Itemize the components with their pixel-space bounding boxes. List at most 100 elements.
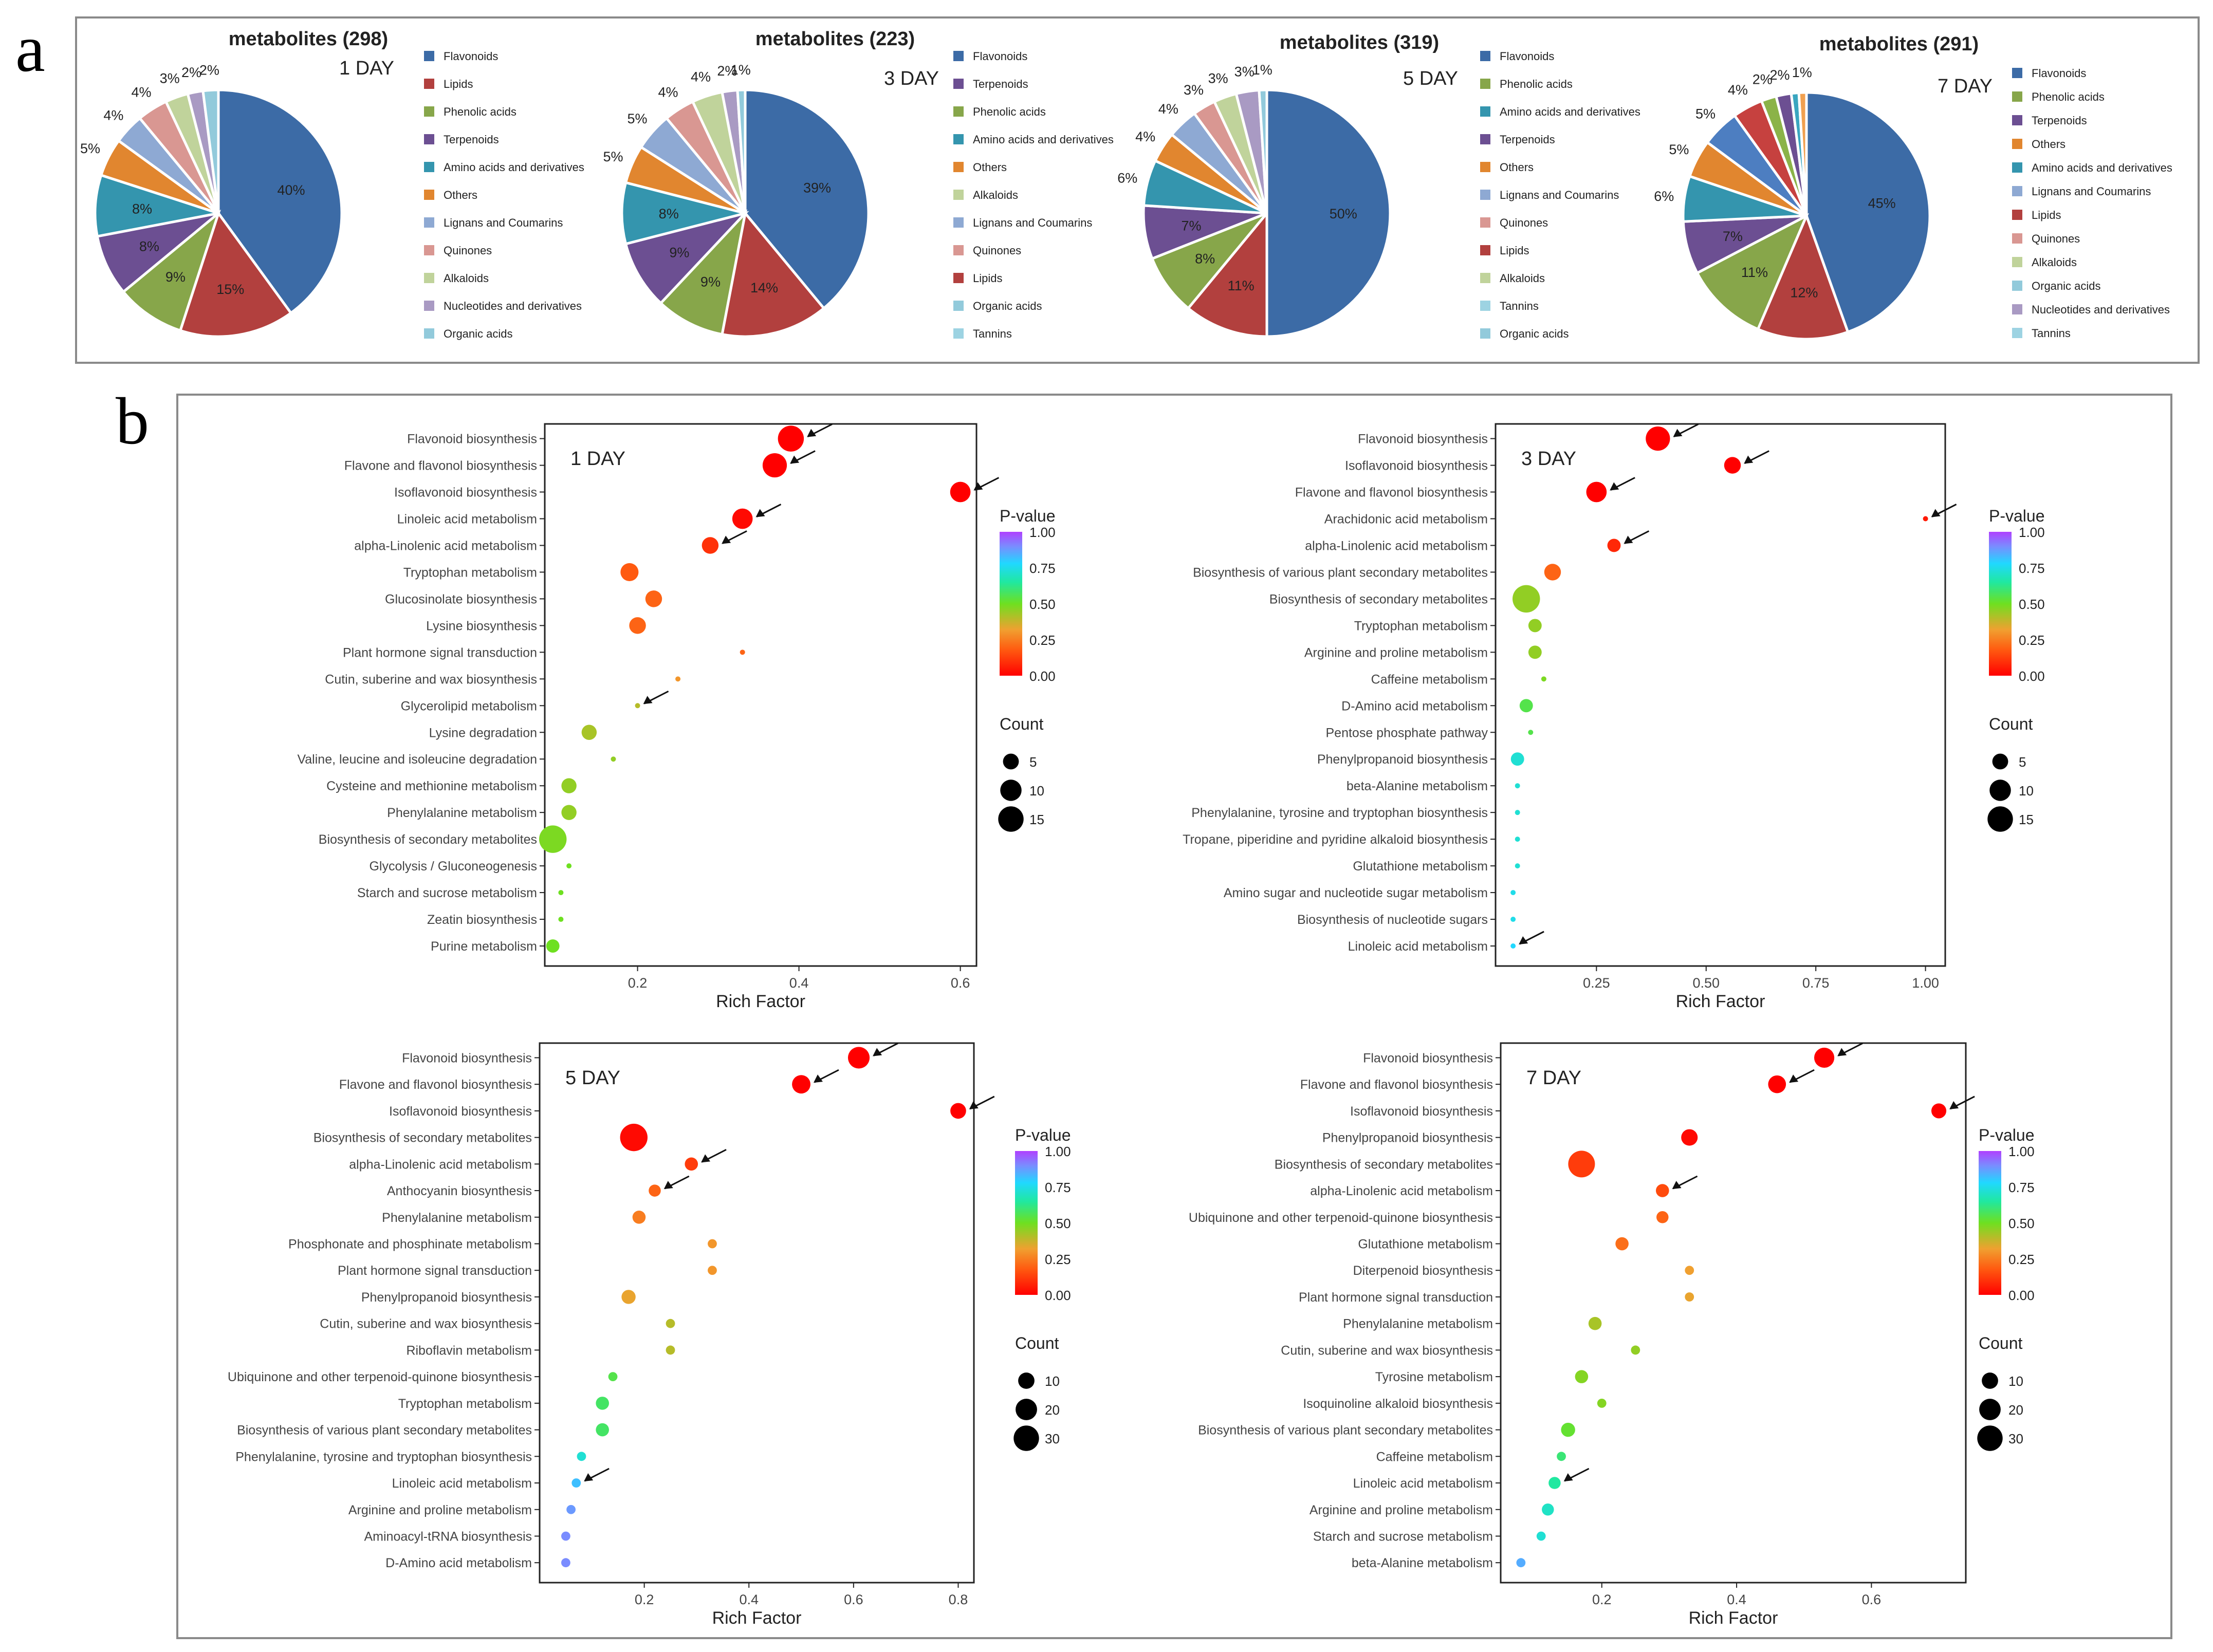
bubble-point <box>1923 516 1928 522</box>
bubble-point <box>1519 699 1533 713</box>
x-tick-label: 0.2 <box>1592 1592 1612 1607</box>
count-legend-title: Count <box>1979 1334 2023 1352</box>
y-tick-label: Cutin, suberine and wax biosynthesis <box>320 1317 532 1331</box>
pvalue-tick-label: 0.00 <box>2008 1288 2035 1303</box>
y-tick-label: Cutin, suberine and wax biosynthesis <box>1281 1343 1493 1358</box>
y-tick-label: Biosynthesis of various plant secondary … <box>1193 565 1488 580</box>
bubble-point <box>1685 1266 1694 1275</box>
legend-label: Others <box>1500 161 1534 174</box>
panel-b-frame <box>176 394 2172 1639</box>
bubble-point <box>608 1372 618 1382</box>
bubble-point <box>1515 863 1520 869</box>
pie-title: metabolites (319) <box>1280 32 1439 53</box>
pie-slice-label: 50% <box>1330 206 1357 221</box>
bubble-point <box>708 1239 717 1249</box>
bubble-point <box>571 1478 581 1488</box>
y-tick-label: beta-Alanine metabolism <box>1347 779 1488 793</box>
pie-slice-label: 2% <box>181 65 201 80</box>
pvalue-tick-label: 0.25 <box>2019 633 2045 648</box>
pie-slice-label: 3% <box>1234 64 1255 79</box>
y-tick-label: Glutathione metabolism <box>1353 859 1488 874</box>
bubble-chart-2: 3 DAY Flavonoid biosynthesis Isoflavonoid … <box>1183 423 2045 1011</box>
pie-slice-label: 5% <box>1669 142 1689 157</box>
bubble-point <box>1544 564 1561 581</box>
bubble-point <box>1548 1477 1561 1489</box>
bubble-point <box>1814 1047 1835 1068</box>
annotation-arrowhead <box>755 509 765 517</box>
pvalue-tick-label: 0.75 <box>2019 561 2045 576</box>
pie-slice <box>178 210 293 338</box>
x-tick-label: 0.25 <box>1583 975 1610 991</box>
y-tick-label: Pentose phosphate pathway <box>1325 726 1488 740</box>
pie-slice-label: 39% <box>803 180 831 196</box>
y-tick-label: alpha-Linolenic acid metabolism <box>1310 1184 1493 1198</box>
bubble-point <box>1510 917 1516 922</box>
legend-swatch <box>2012 115 2022 125</box>
bubble-point <box>1541 676 1546 682</box>
legend-swatch <box>953 79 964 89</box>
count-legend-label: 15 <box>1029 812 1044 827</box>
y-tick-label: Tryptophan metabolism <box>1354 619 1488 633</box>
bubble-point <box>708 1266 717 1275</box>
count-legend-title: Count <box>1989 715 2033 733</box>
pvalue-tick-label: 0.75 <box>1029 561 1056 576</box>
count-legend-dot <box>1989 779 2011 801</box>
plot-frame <box>1500 1042 1967 1584</box>
x-axis-label: Rich Factor <box>1676 992 1765 1011</box>
legend-swatch <box>953 245 964 255</box>
pie-title: metabolites (223) <box>755 28 915 50</box>
legend-label: Organic acids <box>1500 327 1569 340</box>
bubble-point <box>561 805 577 820</box>
annotation-arrowhead <box>1789 1074 1799 1083</box>
y-tick-label: Biosynthesis of secondary metabolites <box>313 1131 532 1145</box>
x-tick-label: 0.4 <box>789 975 809 991</box>
pie-slice <box>744 88 870 310</box>
bubble-point <box>620 563 639 581</box>
legend-label: Flavonoids <box>1500 50 1554 63</box>
pie-slice-label: 12% <box>1790 285 1818 301</box>
legend-label: Lipids <box>973 272 1002 285</box>
annotation-arrowhead <box>1563 1473 1573 1482</box>
pie-slice <box>620 181 746 246</box>
y-tick-label: Caffeine metabolism <box>1371 672 1488 686</box>
legend-label: Flavonoids <box>444 50 498 63</box>
legend-label: Alkaloids <box>444 272 489 285</box>
legend-label: Others <box>444 189 477 201</box>
y-tick-label: Anthocyanin biosynthesis <box>387 1184 532 1198</box>
annotation-arrowhead <box>1673 429 1683 437</box>
plot-day-label: 5 DAY <box>565 1067 620 1089</box>
pie-day-label: 3 DAY <box>884 68 939 89</box>
legend-swatch <box>424 79 434 89</box>
bubble-point <box>762 453 787 478</box>
legend-swatch <box>1480 273 1490 283</box>
pie-slice <box>1150 212 1268 310</box>
annotation-arrowhead <box>813 1074 823 1083</box>
y-tick-label: Arginine and proline metabolism <box>1304 645 1488 660</box>
y-tick-label: Plant hormone signal transduction <box>343 645 537 660</box>
legend-swatch <box>2012 68 2022 78</box>
y-tick-label: Plant hormone signal transduction <box>1299 1290 1493 1305</box>
y-tick-label: Phenylalanine metabolism <box>387 806 537 820</box>
bubble-chart-4: 7 DAY Flavonoid biosynthesis Flavone and f… <box>1189 1042 2035 1628</box>
annotation-arrowhead <box>701 1154 711 1163</box>
count-legend-dot <box>1979 1399 2001 1420</box>
y-tick-label: Isoquinoline alkaloid biosynthesis <box>1303 1397 1493 1411</box>
count-legend-dot <box>1992 753 2008 770</box>
count-legend-dot <box>1018 1372 1035 1389</box>
bubble-charts: 1 DAY Flavonoid biosynthesis Flavone and f… <box>228 423 2045 1628</box>
legend-swatch <box>2012 304 2022 314</box>
annotation-arrowhead <box>807 429 817 437</box>
legend-swatch <box>1480 190 1490 200</box>
legend-label: Lipids <box>444 78 473 90</box>
pie-slice-label: 45% <box>1868 196 1896 211</box>
y-tick-label: Flavonoid biosynthesis <box>402 1051 532 1065</box>
y-tick-label: Flavone and flavonol biosynthesis <box>1295 486 1488 500</box>
x-tick-label: 0.4 <box>1727 1592 1746 1607</box>
y-tick-label: D-Amino acid metabolism <box>385 1556 532 1570</box>
annotation-arrowhead <box>1610 482 1619 491</box>
y-tick-label: beta-Alanine metabolism <box>1352 1556 1493 1570</box>
pvalue-legend-title: P-value <box>1979 1126 2035 1144</box>
pie-slice-label: 7% <box>1182 218 1202 233</box>
bubble-point <box>1528 645 1542 659</box>
plot-day-label: 1 DAY <box>570 448 625 470</box>
